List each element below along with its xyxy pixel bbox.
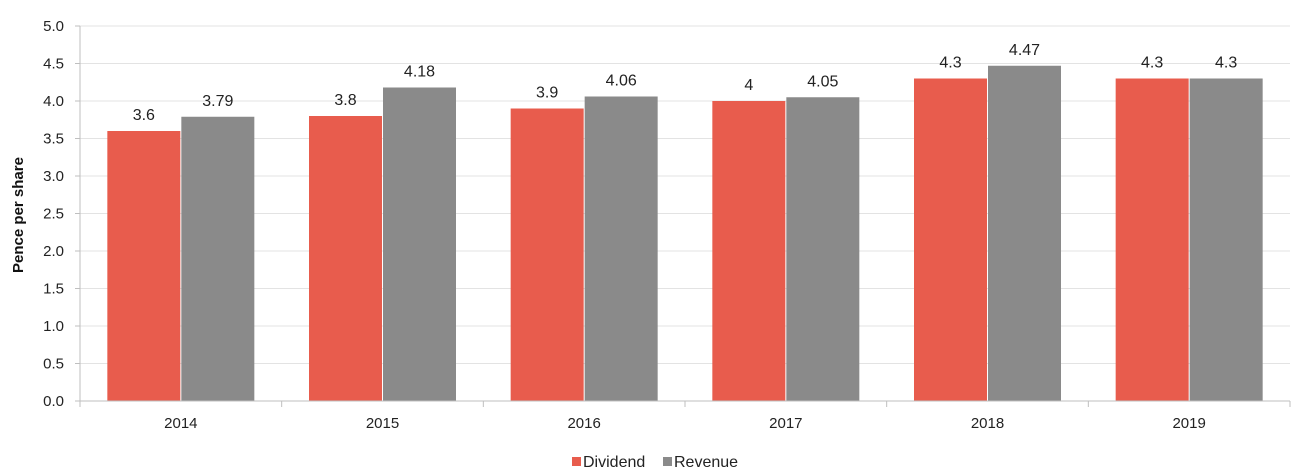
y-axis-title: Pence per share [10, 157, 27, 273]
data-label-revenue-2017: 4.05 [807, 73, 838, 90]
y-tick-label: 3.5 [43, 131, 64, 148]
bar-dividend-2016 [510, 108, 584, 401]
y-tick-label: 1.0 [43, 318, 64, 335]
x-tick-label: 2015 [366, 415, 399, 432]
axes: 0.0 0.5 1.0 1.5 2.0 2.5 3.0 3.5 4.0 4.5 5.0 2014 201… [43, 18, 1291, 432]
gridlines [80, 25, 1290, 364]
y-tick-label: 2.0 [43, 243, 64, 260]
bar-revenue-2014 [181, 116, 255, 401]
bar-revenue-2018 [988, 65, 1061, 401]
legend-swatch-revenue [663, 457, 672, 466]
data-label-revenue-2018: 4.47 [1009, 42, 1040, 59]
data-label-dividend-2015: 3.8 [334, 92, 356, 109]
legend-label-dividend: Dividend [583, 454, 645, 471]
data-label-revenue-2015: 4.18 [404, 64, 435, 81]
data-label-revenue-2016: 4.06 [606, 73, 637, 90]
x-tick-label: 2018 [971, 415, 1004, 432]
y-tick-label: 0.0 [43, 393, 64, 410]
y-tick-label: 2.5 [43, 206, 64, 223]
data-label-dividend-2019: 4.3 [1141, 55, 1163, 72]
legend: Dividend Revenue [572, 454, 738, 471]
data-label-dividend-2014: 3.6 [133, 107, 155, 124]
bar-dividend-2017 [712, 101, 786, 401]
data-label-dividend-2017: 4 [744, 77, 753, 94]
y-tick-label: 0.5 [43, 356, 64, 373]
x-tick-label: 2014 [164, 415, 197, 432]
y-tick-label: 3.0 [43, 168, 64, 185]
x-tick-label: 2017 [769, 415, 802, 432]
data-label-dividend-2016: 3.9 [536, 85, 558, 102]
data-label-revenue-2014: 3.79 [202, 93, 233, 110]
bar-dividend-2015 [309, 116, 382, 401]
legend-label-revenue: Revenue [674, 454, 738, 471]
y-tick-label: 1.5 [43, 281, 64, 298]
y-tick-label: 4.0 [43, 93, 64, 110]
data-label-dividend-2018: 4.3 [939, 55, 961, 72]
bars [107, 65, 1263, 401]
y-tick-label: 5.0 [43, 18, 64, 35]
x-tick-label: 2019 [1172, 415, 1205, 432]
bar-dividend-2018 [914, 78, 987, 401]
bar-dividend-2019 [1115, 78, 1189, 401]
bar-revenue-2016 [584, 96, 658, 401]
data-labels: 3.6 3.79 3.8 4.18 3.9 4.06 4 4.05 4.3 4.47 4.3 4.3 [133, 42, 1238, 124]
legend-swatch-dividend [572, 457, 581, 466]
bar-revenue-2017 [786, 97, 860, 401]
x-tick-label: 2016 [567, 415, 600, 432]
bar-revenue-2019 [1189, 78, 1263, 401]
bar-dividend-2014 [107, 131, 181, 401]
bar-revenue-2015 [383, 87, 456, 401]
data-label-revenue-2019: 4.3 [1215, 55, 1237, 72]
y-tick-label: 4.5 [43, 56, 64, 73]
